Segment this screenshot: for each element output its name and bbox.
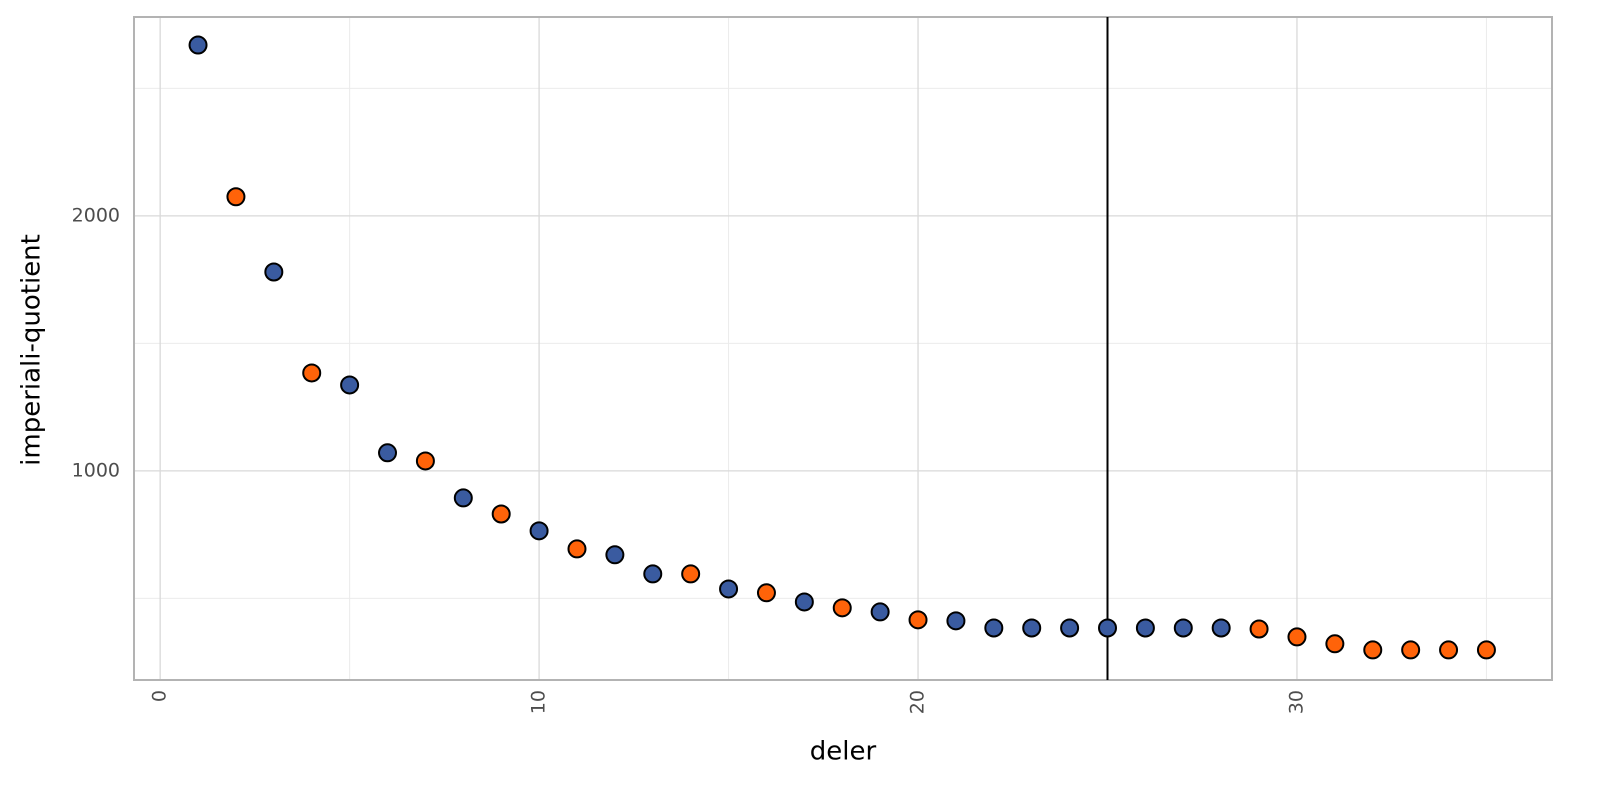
x-tick-label: 10 — [528, 690, 550, 714]
point — [340, 375, 360, 395]
point — [1173, 618, 1193, 638]
point — [1098, 618, 1118, 638]
point — [643, 564, 663, 584]
point — [1476, 640, 1496, 660]
point — [453, 488, 473, 508]
point — [226, 187, 246, 207]
point — [605, 545, 625, 565]
point — [681, 564, 701, 584]
y-tick-label: 2000 — [72, 204, 120, 226]
point — [302, 363, 322, 383]
y-tick-label: 1000 — [72, 459, 120, 481]
x-axis-title: deler — [810, 737, 877, 767]
point — [794, 592, 814, 612]
point — [1135, 618, 1155, 638]
point — [1287, 627, 1307, 647]
point — [415, 451, 435, 471]
point — [264, 262, 284, 282]
x-tick-label: 0 — [149, 690, 171, 702]
point — [832, 598, 852, 618]
point — [756, 583, 776, 603]
y-axis-title: imperiali-quotient — [17, 234, 47, 466]
point — [188, 35, 208, 55]
point — [1439, 640, 1459, 660]
point — [567, 539, 587, 559]
point — [1211, 618, 1231, 638]
point — [378, 443, 398, 463]
point — [908, 610, 928, 630]
x-tick-label: 20 — [907, 690, 929, 714]
plot-border — [133, 16, 1553, 681]
point — [1325, 634, 1345, 654]
point — [1022, 618, 1042, 638]
point — [1249, 619, 1269, 639]
point — [491, 504, 511, 524]
point — [719, 579, 739, 599]
point — [1401, 640, 1421, 660]
point — [946, 611, 966, 631]
point — [1363, 640, 1383, 660]
point — [529, 521, 549, 541]
point — [870, 602, 890, 622]
x-tick-label: 30 — [1285, 690, 1307, 714]
point — [984, 618, 1004, 638]
point — [1060, 618, 1080, 638]
